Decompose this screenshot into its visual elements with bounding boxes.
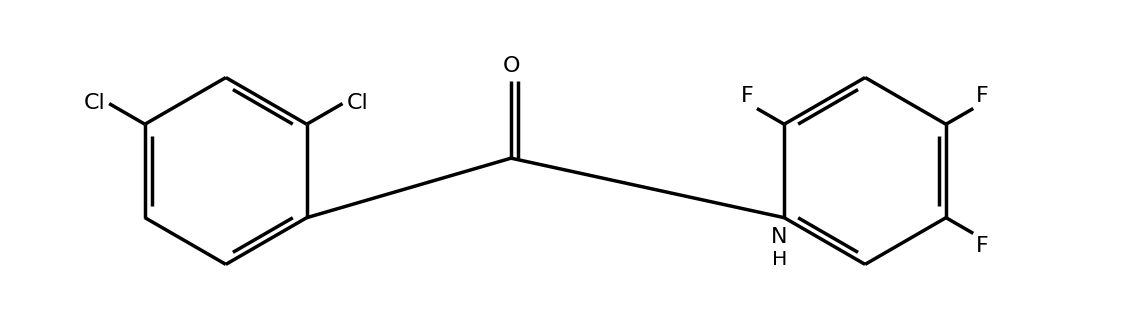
Text: Cl: Cl bbox=[84, 93, 105, 113]
Text: F: F bbox=[741, 86, 754, 106]
Text: O: O bbox=[502, 55, 520, 76]
Text: F: F bbox=[976, 236, 989, 256]
Text: Cl: Cl bbox=[346, 93, 368, 113]
Text: H: H bbox=[771, 250, 787, 269]
Text: N: N bbox=[771, 227, 787, 248]
Text: F: F bbox=[976, 86, 989, 106]
